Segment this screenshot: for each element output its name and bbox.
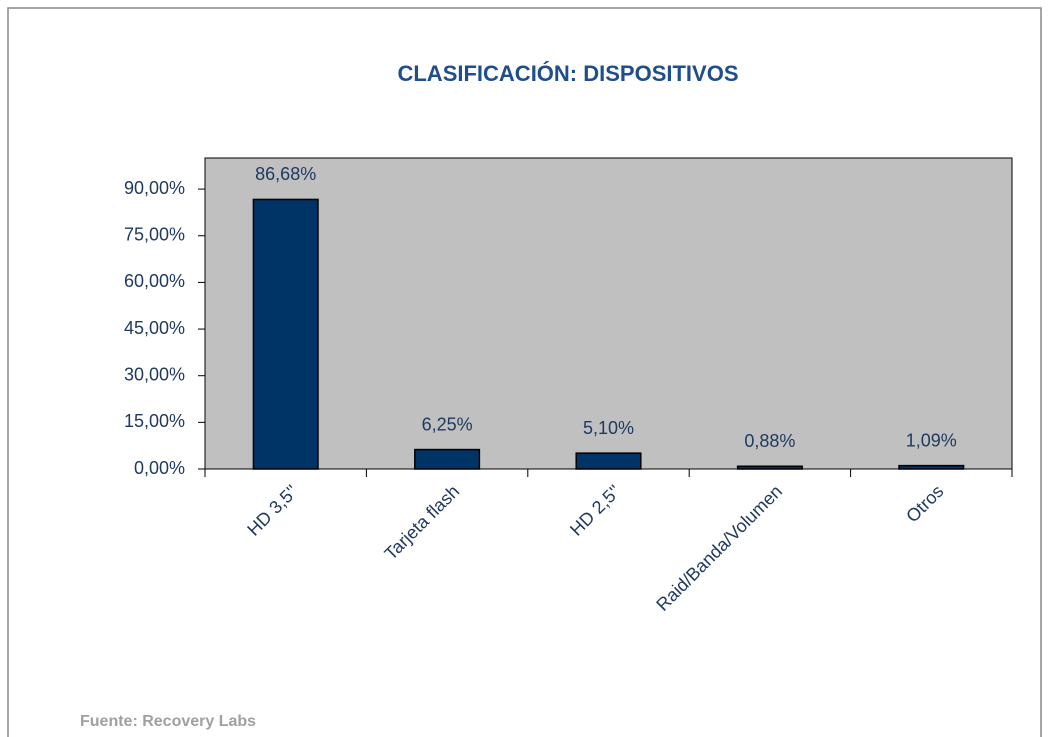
y-tick-label: 75,00% (124, 225, 185, 245)
x-tick-label: Raid/Banda/Volumen (652, 481, 786, 615)
value-label: 86,68% (255, 164, 316, 184)
bar (898, 464, 965, 470)
chart-title: CLASIFICACIÓN: DISPOSITIVOS (397, 61, 738, 86)
x-tick-label: Otros (902, 481, 947, 526)
y-tick-label: 30,00% (124, 364, 185, 384)
value-label: 1,09% (906, 430, 957, 450)
value-label: 5,10% (583, 418, 634, 438)
y-tick-label: 60,00% (124, 271, 185, 291)
bar (252, 198, 319, 470)
y-tick-label: 15,00% (124, 411, 185, 431)
frame (7, 7, 1042, 737)
x-tick-label: Tarjeta flash (381, 481, 464, 564)
bar (736, 465, 803, 470)
y-tick-label: 0,00% (134, 458, 185, 478)
value-label: 0,88% (744, 431, 795, 451)
y-tick-label: 90,00% (124, 178, 185, 198)
bar (575, 452, 642, 470)
x-tick-label: HD 3,5'' (243, 481, 302, 540)
source: Fuente: Recovery Labs (80, 713, 256, 730)
y-tick-label: 45,00% (124, 318, 185, 338)
x-tick-label: HD 2,5'' (566, 481, 625, 540)
bar (414, 448, 481, 470)
value-label: 6,25% (422, 414, 473, 434)
